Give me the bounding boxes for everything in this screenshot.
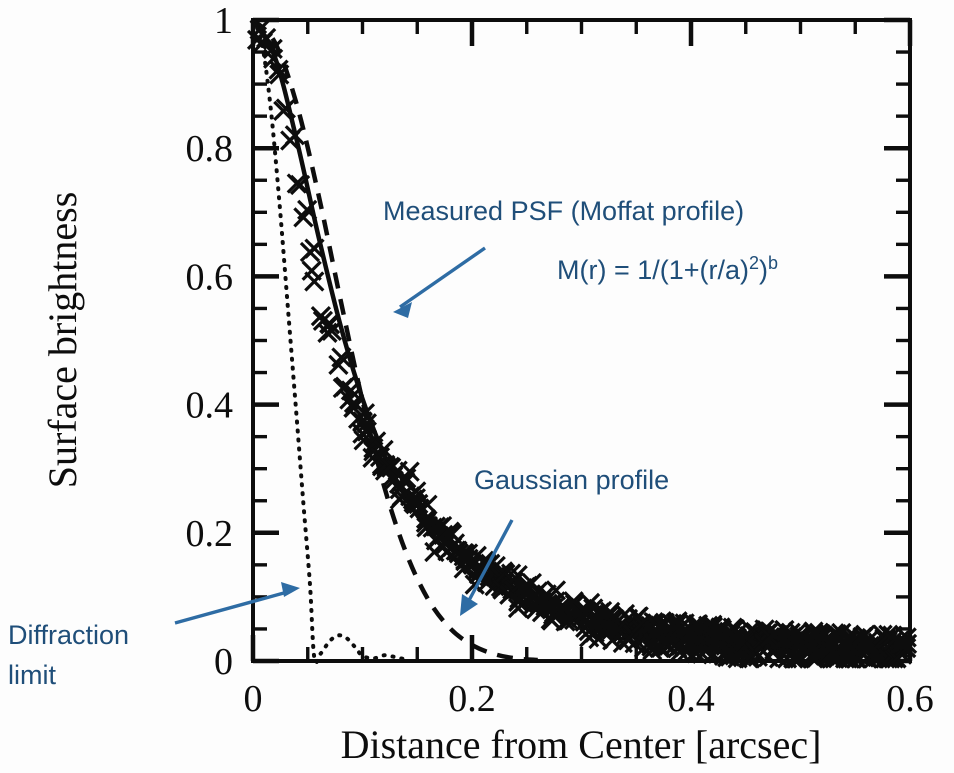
annotation-arrows <box>174 246 514 625</box>
data-point-marker <box>417 494 438 515</box>
y-tick-label: 0.8 <box>186 128 234 170</box>
data-point-marker <box>356 413 378 434</box>
data-point-marker <box>297 199 318 221</box>
data-point-marker <box>284 125 305 146</box>
x-tick-label: 0.6 <box>886 678 934 720</box>
data-point-marker <box>269 64 290 85</box>
data-point-marker <box>641 636 662 657</box>
data-point-marker <box>331 347 352 368</box>
formula-superscript-b: b <box>768 253 778 273</box>
x-tick-label: 0.2 <box>448 678 496 720</box>
y-tick-label: 0 <box>214 641 233 683</box>
formula-superscript-2: 2 <box>749 253 759 273</box>
x-tick-label: 0 <box>244 678 263 720</box>
data-point-marker <box>304 238 325 259</box>
data-point-marker <box>319 314 341 335</box>
x-tick-label: 0.4 <box>667 678 715 720</box>
data-point-marker <box>542 604 564 626</box>
data-point-marker <box>788 629 810 650</box>
data-point-marker <box>289 174 311 196</box>
diffraction-limit-arrow <box>174 582 300 625</box>
data-point-marker <box>783 648 804 669</box>
y-axis-title: Surface brightness <box>40 192 85 489</box>
data-point-marker <box>642 640 663 661</box>
annotation-diffraction-limit-line1: Diffraction <box>8 620 129 650</box>
gaussian-profile-arrow <box>460 519 514 616</box>
data-point-marker <box>321 320 342 342</box>
data-point-marker <box>268 59 289 80</box>
data-point-marker <box>273 100 294 122</box>
annotation-gaussian-profile: Gaussian profile <box>474 465 669 495</box>
data-point-markers <box>246 19 918 669</box>
data-point-marker <box>837 635 858 656</box>
data-point-marker <box>301 260 322 281</box>
data-point-marker <box>340 380 362 401</box>
formula-base-1: M(r) = 1/(1+(r/a) <box>557 255 749 285</box>
data-point-marker <box>890 633 911 654</box>
y-tick-label: 1 <box>214 0 233 42</box>
y-tick-label: 0.6 <box>186 256 234 298</box>
annotation-moffat-formula: M(r) = 1/(1+(r/a)2)b <box>557 253 778 285</box>
formula-base-2: ) <box>759 255 768 285</box>
x-axis-title: Distance from Center [arcsec] <box>341 722 822 767</box>
data-point-marker <box>886 648 907 669</box>
y-tick-label: 0.2 <box>186 513 234 555</box>
measured-psf-arrow <box>393 246 486 318</box>
diffraction-limit-curve <box>251 18 409 665</box>
gaussian-profile-curve <box>251 18 538 663</box>
data-point-marker <box>352 412 373 433</box>
x-tick-labels: 0 0.2 0.4 0.6 <box>244 678 934 720</box>
data-point-marker <box>375 454 396 475</box>
data-point-marker <box>405 488 426 509</box>
y-tick-label: 0.4 <box>186 385 234 427</box>
data-point-marker <box>252 32 273 53</box>
annotation-measured-psf: Measured PSF (Moffat profile) <box>383 196 744 226</box>
data-point-marker <box>863 648 884 669</box>
data-point-marker <box>263 48 284 69</box>
y-tick-labels: 0 0.2 0.4 0.6 0.8 1 <box>186 0 234 683</box>
annotation-diffraction-limit-line2: limit <box>8 660 56 690</box>
